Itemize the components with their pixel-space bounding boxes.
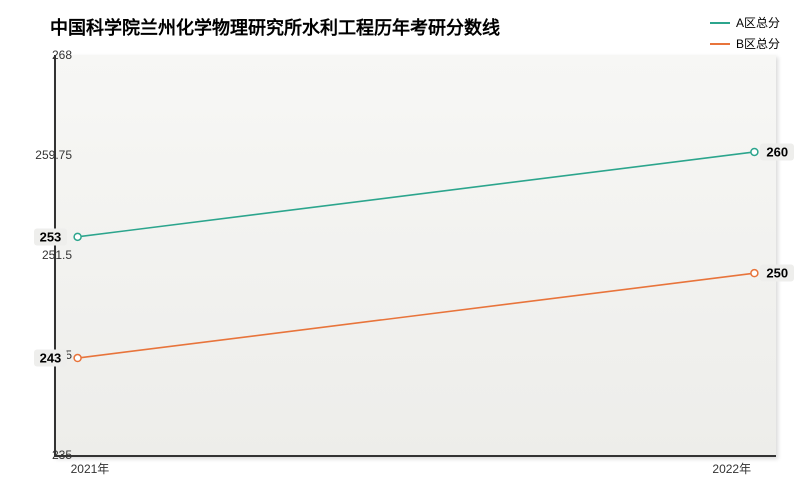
legend-label-b: B区总分 (736, 35, 780, 52)
data-point-marker (74, 355, 81, 362)
y-tick-label: 259.75 (35, 148, 72, 162)
legend-item-a: A区总分 (710, 14, 780, 31)
chart-lines-svg (56, 55, 776, 455)
plot-area (54, 55, 776, 457)
data-point-marker (751, 148, 758, 155)
series-line (78, 273, 755, 358)
data-point-label: 260 (760, 143, 794, 160)
x-tick-label: 2022年 (712, 460, 751, 477)
data-point-marker (74, 233, 81, 240)
legend-swatch-a (710, 22, 730, 24)
legend: A区总分 B区总分 (710, 14, 780, 56)
y-tick-label: 235 (52, 448, 72, 462)
x-tick-label: 2021年 (71, 460, 110, 477)
series-line (78, 152, 755, 237)
data-point-marker (751, 270, 758, 277)
legend-label-a: A区总分 (736, 14, 780, 31)
data-point-label: 253 (34, 228, 68, 245)
chart-container: 中国科学院兰州化学物理研究所水利工程历年考研分数线 A区总分 B区总分 2352… (0, 0, 800, 500)
legend-item-b: B区总分 (710, 35, 780, 52)
legend-swatch-b (710, 43, 730, 45)
y-tick-label: 251.5 (42, 248, 72, 262)
data-point-label: 243 (34, 350, 68, 367)
y-tick-label: 268 (52, 48, 72, 62)
chart-title: 中国科学院兰州化学物理研究所水利工程历年考研分数线 (50, 14, 500, 40)
data-point-label: 250 (760, 265, 794, 282)
